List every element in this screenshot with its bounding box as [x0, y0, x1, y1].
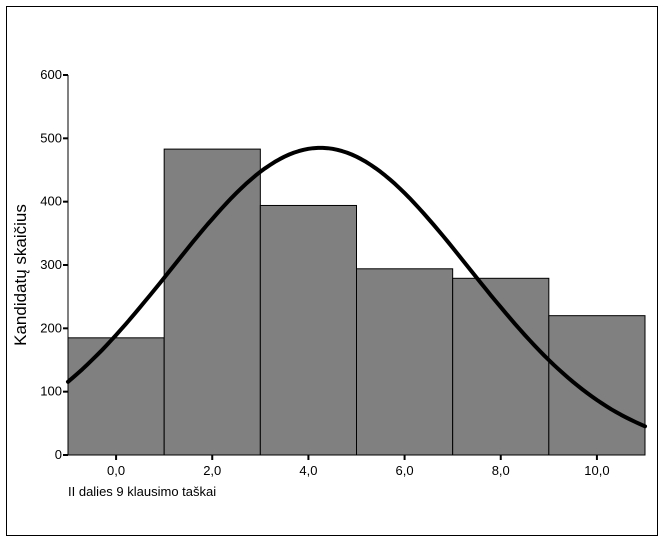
y-ticks-group: 0 100 200 300 400 500 600 [40, 67, 68, 462]
normal-curve [66, 145, 647, 429]
bar-10,0 [548, 315, 646, 456]
bars-group [67, 148, 646, 456]
y-tick-label: 200 [40, 320, 62, 335]
y-tick-label: 400 [40, 194, 62, 209]
x-axis-title: II dalies 9 klausimo taškai [68, 484, 216, 499]
y-tick-label: 0 [55, 447, 62, 462]
y-tick-label: 300 [40, 257, 62, 272]
x-ticks-group: 0,0 2,0 4,0 6,0 8,0 10,0 [107, 455, 610, 478]
bar-2,0 [163, 148, 261, 456]
y-tick-label: 500 [40, 130, 62, 145]
x-tick-label: 6,0 [396, 463, 414, 478]
x-tick-label: 2,0 [203, 463, 221, 478]
x-tick-label: 0,0 [107, 463, 125, 478]
bar-0,0 [67, 337, 165, 456]
y-tick-label: 100 [40, 384, 62, 399]
x-tick-label: 8,0 [492, 463, 510, 478]
bar-6,0 [356, 268, 454, 456]
bar-4,0 [259, 204, 358, 456]
y-tick-label: 600 [40, 67, 62, 82]
x-tick-label: 10,0 [584, 463, 609, 478]
y-axis-title: Kandidatų skaičius [11, 204, 30, 346]
x-tick-label: 4,0 [299, 463, 317, 478]
